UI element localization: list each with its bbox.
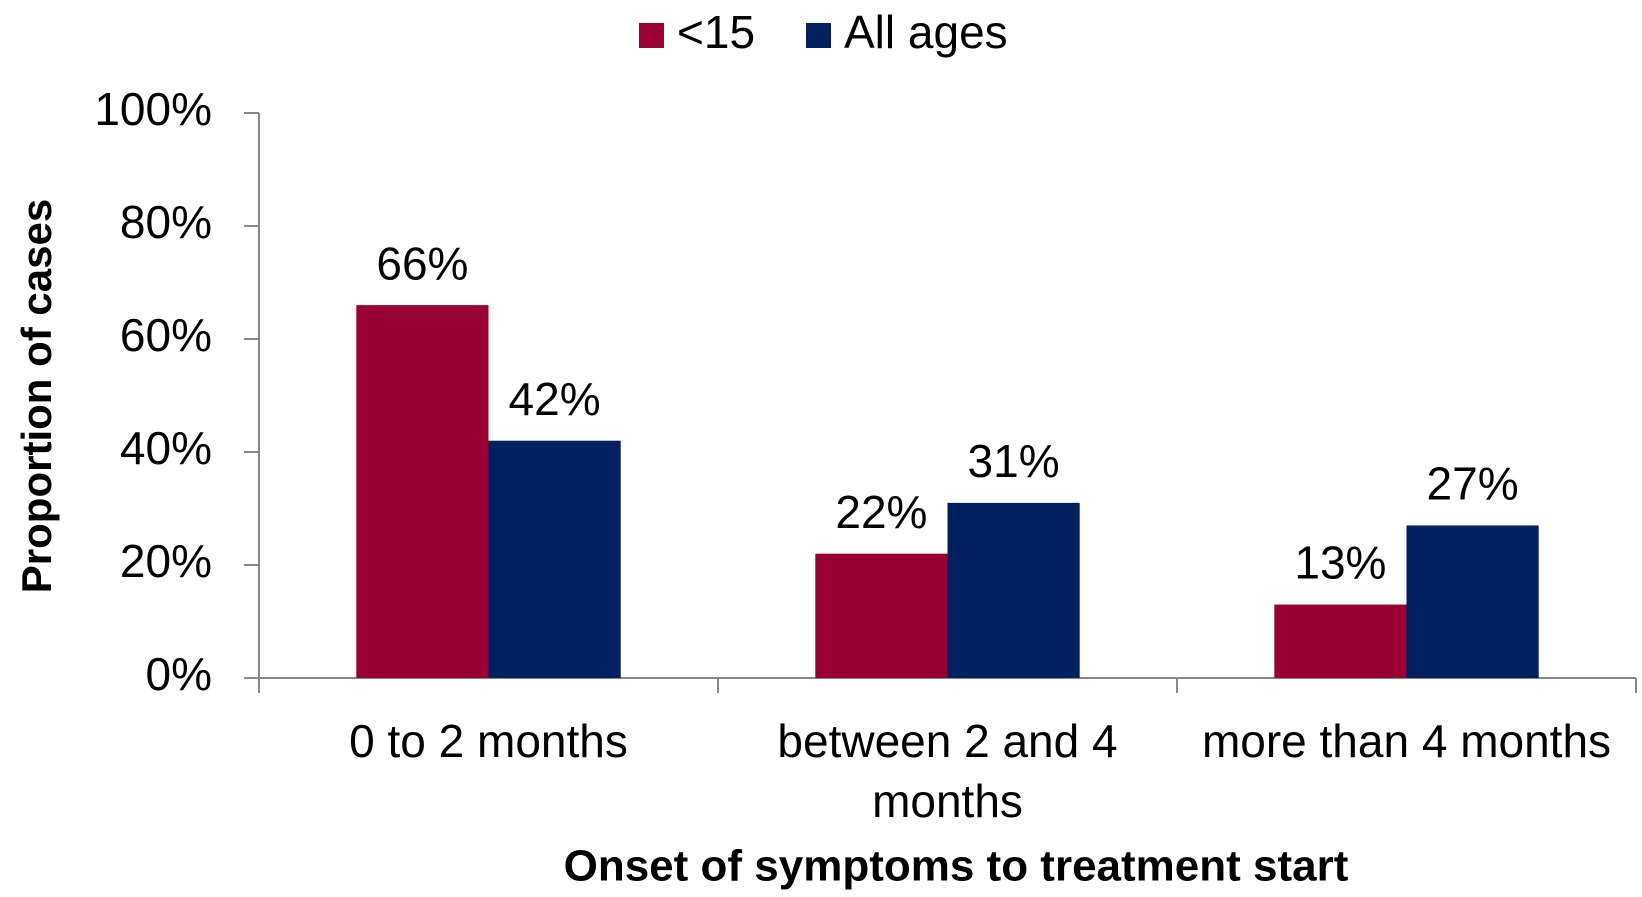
y-tick-label: 60% [120, 309, 212, 361]
data-label: 66% [376, 237, 468, 289]
bar [815, 553, 948, 678]
y-tick-label: 100% [94, 83, 212, 135]
y-tick-label: 40% [120, 422, 212, 474]
bar [947, 502, 1080, 678]
bar [1406, 525, 1539, 678]
legend-swatch [806, 23, 831, 48]
data-label: 22% [835, 486, 927, 538]
y-tick-label: 20% [120, 535, 212, 587]
x-tick-label: more than 4 months [1201, 715, 1612, 767]
y-tick-label: 80% [120, 196, 212, 248]
x-axis-title: Onset of symptoms to treatment start [564, 842, 1349, 891]
bar [488, 440, 621, 678]
y-tick-label: 0% [146, 648, 212, 700]
data-label: 31% [968, 435, 1060, 487]
legend-swatch [639, 23, 664, 48]
legend-label: All ages [844, 6, 1008, 58]
x-tick-label: 0 to 2 months [349, 715, 628, 767]
data-label: 13% [1294, 537, 1386, 589]
legend-label: <15 [677, 6, 755, 58]
x-tick-label: between 2 and 4 months [777, 715, 1118, 827]
bar [356, 305, 489, 678]
data-label: 42% [509, 373, 601, 425]
y-axis-title: Proportion of cases [13, 199, 60, 593]
data-label: 27% [1427, 458, 1519, 510]
bar [1274, 604, 1407, 678]
